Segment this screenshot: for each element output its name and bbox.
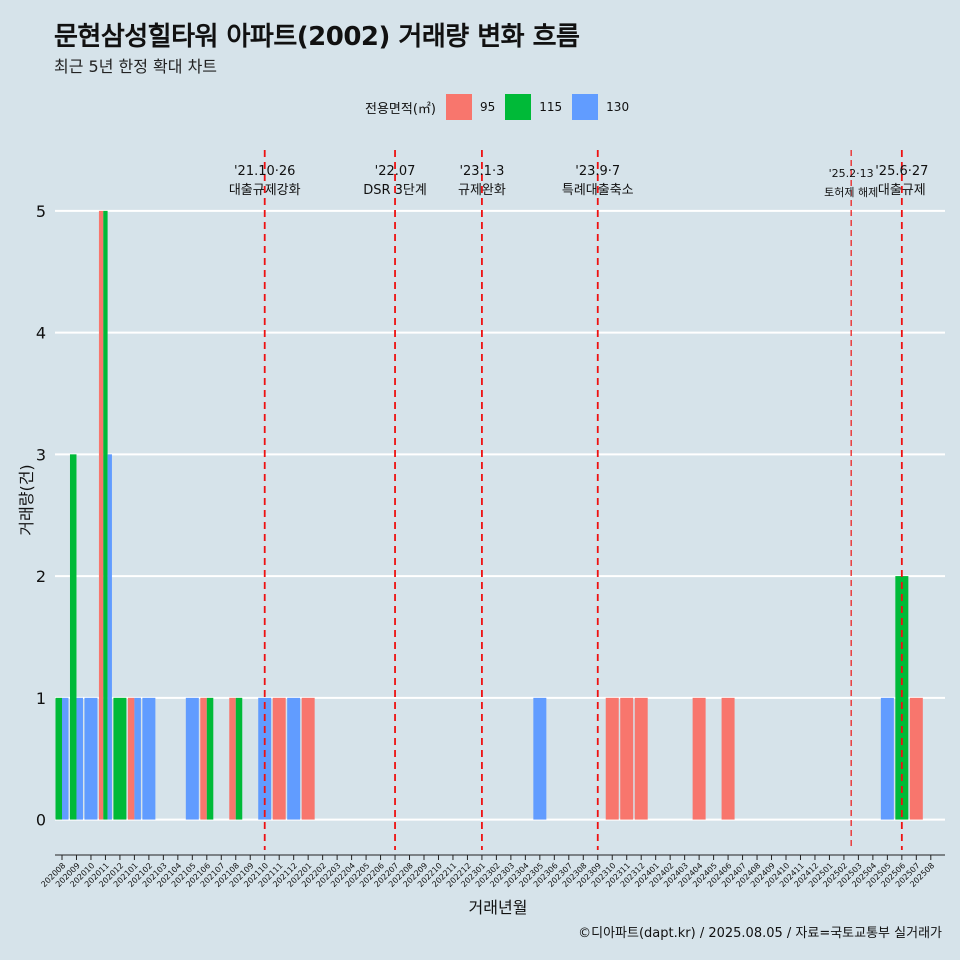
chart-subtitle: 최근 5년 한정 확대 차트 xyxy=(54,57,218,76)
bars xyxy=(55,210,923,820)
legend-swatch-95 xyxy=(445,94,472,120)
bar-202108-95 xyxy=(229,697,236,820)
event-label-0: 대출규제강화 xyxy=(229,183,301,198)
bar-202101-95 xyxy=(127,697,135,820)
bar-202011-130 xyxy=(107,454,112,820)
y-tick-label-2: 2 xyxy=(36,567,46,586)
event-date-2: '23.1·3 xyxy=(459,164,504,179)
bar-202009-115 xyxy=(69,454,77,820)
chart-title: 문현삼성힐타워 아파트(2002) 거래량 변화 흐름 xyxy=(54,22,580,52)
event-annotations: '21.10·26 대출규제강화 '22.07 DSR 3단계 '23.1·3 규제완화 '… xyxy=(229,150,928,850)
y-tick-label-3: 3 xyxy=(36,445,46,464)
bar-202008-115 xyxy=(55,697,62,820)
y-tick-label-4: 4 xyxy=(36,324,46,343)
y-tick-label-0: 0 xyxy=(36,811,46,830)
bar-202108-115 xyxy=(235,697,243,820)
bar-202505-130 xyxy=(880,697,894,820)
y-axis-title: 거래량(건) xyxy=(17,464,36,535)
event-date-5: '25.6·27 xyxy=(875,164,928,179)
legend-label-115: 115 xyxy=(539,100,563,114)
bar-202111-95 xyxy=(272,697,286,820)
legend-label-95: 95 xyxy=(479,100,496,114)
bar-202506-115 xyxy=(895,576,909,820)
bar-202011-95 xyxy=(98,210,104,820)
legend-item-95: 95 xyxy=(445,94,496,120)
legend: 전용면적(㎡) 95 115 130 xyxy=(365,93,639,121)
bar-202012-115 xyxy=(113,697,127,820)
bar-202312-95 xyxy=(634,697,648,820)
event-label-3: 특례대출축소 xyxy=(562,183,634,198)
legend-swatch-115 xyxy=(505,94,532,120)
legend-item-130: 130 xyxy=(572,94,629,120)
x-axis-title: 거래년월 xyxy=(469,898,528,917)
bar-202011-115 xyxy=(103,210,108,820)
event-date-3: '23.9·7 xyxy=(575,164,620,179)
bar-202404-95 xyxy=(692,697,706,820)
bar-202310-95 xyxy=(605,697,619,820)
event-date-0: '21.10·26 xyxy=(234,164,295,179)
bar-202106-95 xyxy=(200,697,207,820)
bar-202507-95 xyxy=(909,697,923,820)
legend-label-130: 130 xyxy=(606,100,630,114)
bar-202106-115 xyxy=(206,697,214,820)
bar-202305-130 xyxy=(533,697,547,820)
bar-202009-130 xyxy=(76,697,83,820)
y-tick-labels: 0 1 2 3 4 5 xyxy=(36,202,46,830)
event-label-5: 대출규제 xyxy=(878,183,926,198)
y-tick-label-1: 1 xyxy=(36,689,46,708)
legend-item-115: 115 xyxy=(505,94,562,120)
event-label-1: DSR 3단계 xyxy=(363,183,427,198)
event-label-4: 토허제 해제 xyxy=(824,185,878,199)
bar-202008-130 xyxy=(62,697,69,820)
source-caption: ©디아파트(dapt.kr) / 2025.08.05 / 자료=국토교통부 실… xyxy=(578,926,942,941)
bar-202105-130 xyxy=(185,697,199,820)
legend-title: 전용면적(㎡) xyxy=(365,101,436,117)
bar-202110-130 xyxy=(258,697,272,820)
event-label-2: 규제완화 xyxy=(458,183,506,198)
event-date-1: '22.07 xyxy=(375,164,416,179)
bar-202010-130 xyxy=(84,697,98,820)
bar-202102-130 xyxy=(142,697,156,820)
bar-202406-95 xyxy=(721,697,735,820)
bar-202201-95 xyxy=(301,697,315,820)
y-tick-label-5: 5 xyxy=(36,202,46,221)
bar-202112-130 xyxy=(287,697,301,820)
bar-202311-95 xyxy=(620,697,634,820)
event-date-4: '25.2·13 xyxy=(829,167,874,180)
legend-swatch-130 xyxy=(572,94,599,120)
x-axis: 2020082020092020102020112020122021012021… xyxy=(39,854,945,889)
bar-202101-130 xyxy=(134,697,141,820)
